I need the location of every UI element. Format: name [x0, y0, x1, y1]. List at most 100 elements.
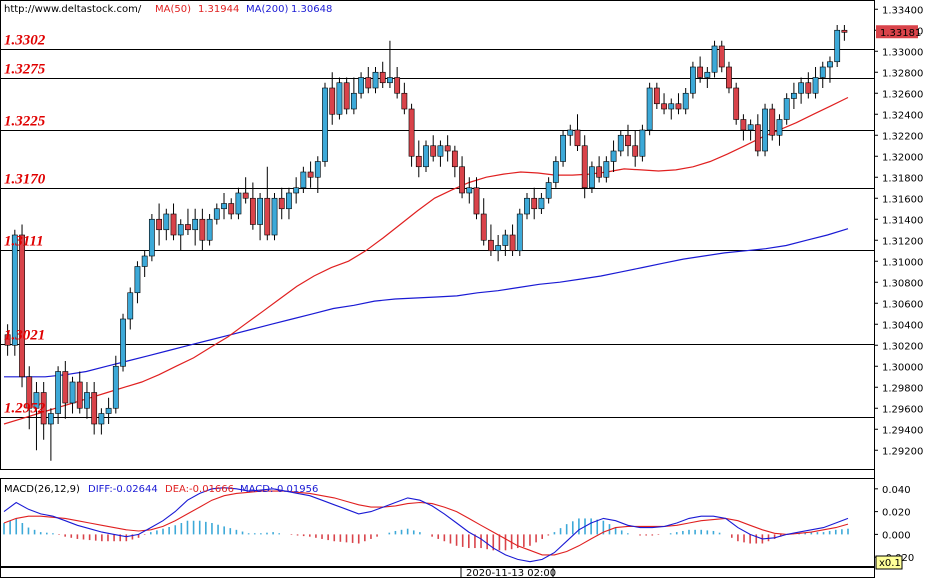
- macd-tick-label: 0.040: [882, 485, 911, 496]
- candle: [91, 382, 98, 435]
- candle: [62, 361, 69, 419]
- candle: [531, 187, 538, 220]
- macd-dea-value: DEA:-0.01666: [165, 484, 234, 495]
- candle: [185, 208, 191, 235]
- candle: [495, 235, 502, 262]
- candle: [552, 156, 559, 188]
- candle: [819, 61, 826, 88]
- ma50-path: [3, 96, 849, 425]
- macd-axis: 0.0400.0200.000-0.020: [874, 485, 914, 564]
- candle: [127, 287, 134, 330]
- macd-diff-line: [3, 487, 849, 563]
- zoom-label[interactable]: x0.1: [879, 558, 901, 569]
- candle: [704, 67, 711, 88]
- candle: [603, 156, 610, 183]
- candle: [300, 166, 307, 193]
- candle: [379, 61, 386, 88]
- candle: [293, 177, 300, 204]
- level-label: 1.2952: [4, 401, 46, 417]
- macd-tick-label: 0.020: [882, 508, 911, 519]
- candle: [329, 72, 336, 125]
- price-panel-frame: [0, 0, 875, 470]
- price-tick-label: 1.30400: [882, 320, 923, 331]
- ma200-legend-label: MA(200): [246, 4, 288, 15]
- candle: [372, 67, 379, 94]
- level-label: 1.3275: [4, 62, 46, 78]
- ma50-legend-label: MA(50): [155, 4, 191, 15]
- ma200-path: [4, 228, 849, 378]
- macd-panel-frame: [0, 478, 875, 567]
- time-axis-bar: [0, 567, 875, 578]
- source-url[interactable]: http://www.deltastock.com/: [4, 4, 142, 15]
- price-tick-label: 1.30600: [882, 299, 923, 310]
- price-tick-label: 1.29600: [882, 404, 923, 415]
- price-tick-label: 1.32200: [882, 131, 923, 142]
- candle: [286, 187, 292, 220]
- candle: [148, 214, 155, 262]
- ma50-line: [3, 96, 849, 425]
- candle: [834, 25, 841, 67]
- candle: [690, 61, 696, 99]
- support-resistance-levels: [1, 49, 874, 418]
- price-tick-label: 1.31200: [882, 236, 923, 247]
- price-tick-label: 1.33400: [882, 5, 923, 16]
- candlestick-series: [4, 25, 848, 461]
- candle: [26, 366, 33, 430]
- ma200-line: [4, 228, 849, 378]
- candle: [408, 103, 415, 167]
- candle: [163, 208, 170, 241]
- candle: [747, 119, 754, 141]
- price-tick-label: 1.30200: [882, 341, 923, 352]
- candle: [459, 156, 465, 199]
- level-label: 1.3225: [4, 114, 46, 130]
- candle: [762, 103, 768, 157]
- candle: [776, 114, 783, 146]
- candle: [112, 355, 119, 414]
- price-tick-label: 1.32400: [882, 110, 923, 121]
- macd-title: MACD(26,12,9): [4, 484, 80, 495]
- ma50-legend-value: 1.31944: [198, 4, 239, 15]
- candle: [560, 130, 566, 167]
- price-tick-label: 1.32800: [882, 68, 923, 79]
- candle: [653, 82, 660, 109]
- candle: [567, 124, 574, 146]
- level-label: 1.3111: [4, 234, 44, 250]
- price-tick-label: 1.33000: [882, 47, 923, 58]
- candle: [596, 156, 603, 183]
- candle: [574, 114, 581, 151]
- candle: [805, 72, 812, 99]
- level-label: 1.3170: [4, 172, 46, 188]
- price-tick-label: 1.31000: [882, 257, 923, 268]
- candle: [538, 193, 545, 214]
- candle: [668, 98, 675, 120]
- candle: [726, 61, 732, 94]
- candle: [120, 313, 126, 372]
- candle: [264, 166, 271, 241]
- candle: [336, 77, 343, 120]
- candle: [11, 229, 18, 356]
- candle: [47, 408, 54, 461]
- level-labels: 1.3302 1.3275 1.3225 1.3170 1.3111 1.3021 1.29…: [4, 33, 46, 417]
- candle: [812, 67, 819, 99]
- candle: [76, 371, 83, 414]
- price-tick-label: 1.29800: [882, 383, 923, 394]
- candle: [682, 88, 689, 115]
- candle: [322, 82, 328, 167]
- candle: [783, 93, 790, 125]
- candle: [401, 82, 408, 115]
- zoom-box[interactable]: [875, 555, 903, 570]
- candle: [134, 261, 141, 304]
- candle: [307, 161, 314, 188]
- price-tick-label: 1.29400: [882, 425, 923, 436]
- macd-tick-label: 0.000: [882, 530, 911, 541]
- candle: [423, 140, 429, 172]
- candle: [502, 229, 509, 256]
- price-tick-label: 1.31800: [882, 173, 923, 184]
- candle: [365, 67, 372, 94]
- candle: [617, 130, 624, 157]
- candle: [213, 203, 220, 225]
- candle: [711, 40, 718, 78]
- candle: [430, 135, 437, 162]
- candle: [740, 114, 747, 141]
- candle: [192, 208, 199, 246]
